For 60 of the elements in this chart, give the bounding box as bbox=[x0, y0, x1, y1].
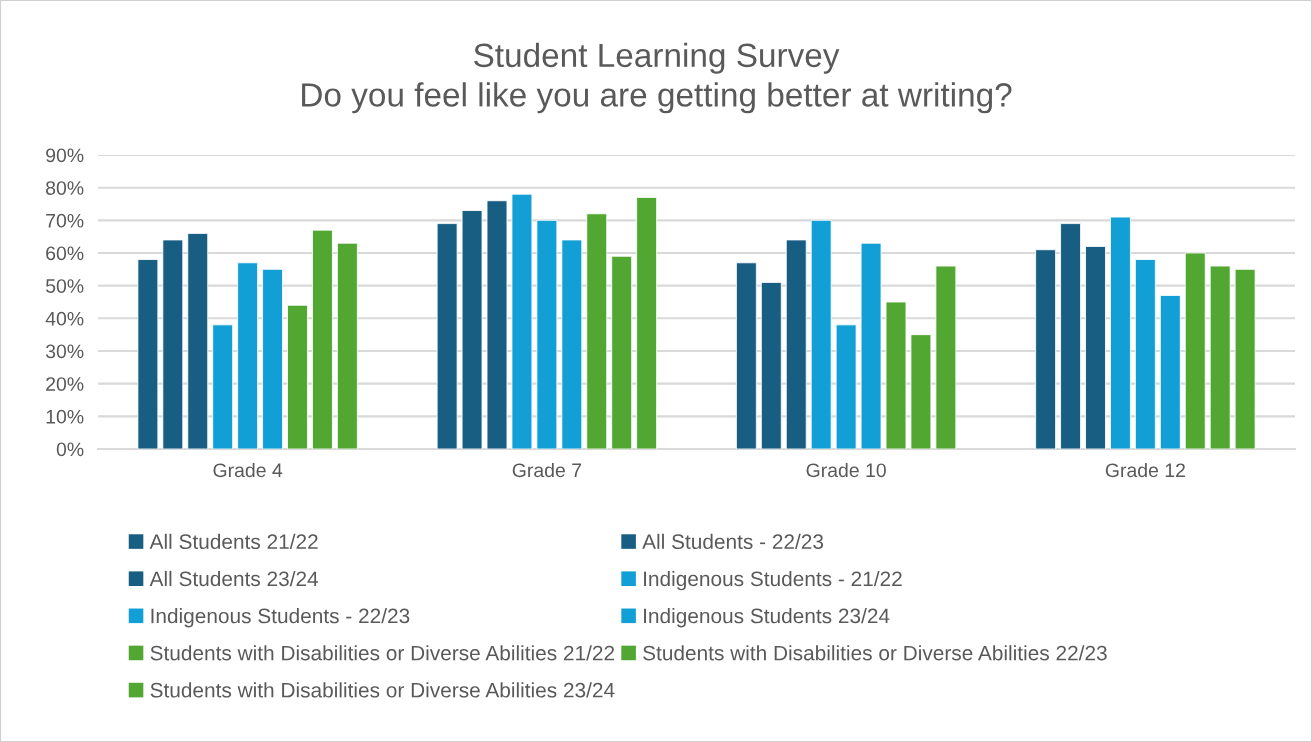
y-tick-label: 40% bbox=[45, 311, 84, 326]
bar bbox=[1234, 268, 1256, 449]
bar bbox=[1159, 295, 1181, 449]
bar bbox=[486, 200, 508, 449]
bar bbox=[611, 255, 633, 449]
x-tick-label: Grade 4 bbox=[213, 462, 283, 478]
bar bbox=[760, 281, 782, 449]
y-tick-label: 30% bbox=[45, 344, 84, 359]
bar bbox=[237, 262, 259, 449]
bar bbox=[835, 324, 857, 449]
bar bbox=[1035, 249, 1057, 449]
y-tick-label: 60% bbox=[46, 246, 84, 261]
bar bbox=[536, 219, 558, 449]
y-tick-label: 90% bbox=[46, 148, 84, 163]
bar bbox=[785, 239, 807, 449]
y-tick-label: 20% bbox=[46, 377, 84, 391]
bar bbox=[910, 334, 932, 449]
bar bbox=[262, 268, 283, 449]
legend-label: All Students 21/22 bbox=[149, 533, 318, 550]
bar bbox=[287, 304, 308, 449]
legend-label: Indigenous Students 23/24 bbox=[644, 608, 890, 628]
bar bbox=[586, 213, 608, 449]
y-tick-label: 70% bbox=[46, 213, 84, 228]
legend-label: All Students 23/24 bbox=[149, 570, 319, 587]
y-tick-label: 10% bbox=[46, 409, 84, 424]
bar bbox=[935, 265, 957, 449]
legend-label: Students with Disabilities or Diverse Abilities 21/22 bbox=[150, 645, 615, 661]
chart-title: Student Learning Survey Do you feel like you are getting better at writing? bbox=[302, 42, 1012, 114]
bar bbox=[137, 259, 159, 449]
legend-label: Indigenous Students - 21/22 bbox=[644, 570, 902, 591]
bar bbox=[561, 239, 583, 449]
bar bbox=[1085, 246, 1106, 449]
bar bbox=[461, 210, 483, 449]
bar bbox=[312, 229, 333, 449]
x-tick-label: Grade 7 bbox=[512, 462, 582, 478]
bar bbox=[860, 242, 882, 449]
y-tick-label: 80% bbox=[46, 181, 84, 195]
bar bbox=[735, 262, 757, 449]
bar bbox=[1184, 252, 1206, 449]
legend-label: Indigenous Students - 22/23 bbox=[151, 608, 410, 628]
bar bbox=[436, 223, 458, 449]
legend-label: Students with Disabilities or Diverse Abilities 23/24 bbox=[150, 682, 615, 698]
y-tick-label: 50% bbox=[45, 279, 84, 293]
bar bbox=[1060, 223, 1081, 449]
bar bbox=[511, 193, 533, 449]
bar bbox=[636, 197, 658, 449]
x-tick-label: Grade 10 bbox=[806, 462, 886, 478]
x-tick-label: Grade 12 bbox=[1105, 462, 1185, 478]
legend-label: Students with Disabilities or Diverse Abilities 22/23 bbox=[643, 645, 1107, 661]
bar bbox=[187, 232, 209, 449]
bar bbox=[212, 324, 234, 449]
legend-label: All Students - 22/23 bbox=[642, 533, 824, 550]
bar bbox=[162, 239, 184, 449]
bar bbox=[1134, 259, 1156, 449]
bar bbox=[885, 301, 907, 449]
bar bbox=[1110, 216, 1131, 449]
bar bbox=[1209, 265, 1231, 449]
bar bbox=[336, 242, 358, 449]
bar bbox=[810, 219, 832, 449]
y-tick-label: 0% bbox=[56, 442, 84, 457]
